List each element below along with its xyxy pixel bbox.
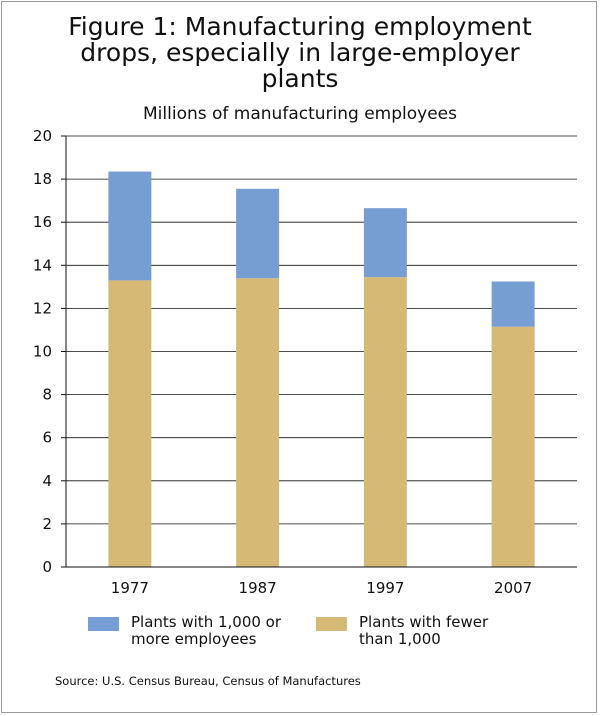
y-tick-label: 10 [33,343,52,361]
y-tick-label: 14 [33,256,52,274]
y-tick-label: 0 [42,558,52,576]
bar-1997-series-1 [363,208,407,278]
y-tick-label: 18 [33,170,52,188]
tick-labels: 0 2 4 6 8 10 12 14 16 18 20 1977 1987 1997 2007 [33,127,532,597]
y-tick-label: 8 [42,386,52,404]
y-tick-label: 4 [42,472,52,490]
x-tick-label: 1997 [366,579,404,597]
bar-1997-series-0 [363,277,407,567]
bar-2007-series-1 [491,281,535,327]
bar-2007-series-0 [491,326,535,567]
y-tick-label: 6 [42,429,52,447]
y-tick-label: 16 [33,213,52,231]
y-tick-label: 2 [42,515,52,533]
y-tick-label: 12 [33,299,52,317]
source-note: Source: U.S. Census Bureau, Census of Ma… [55,674,361,688]
chart-subtitle: Millions of manufacturing employees [143,104,457,124]
bars [108,171,535,567]
x-tick-label: 1977 [111,579,149,597]
y-tick-label: 20 [33,127,52,145]
bar-1977-series-1 [108,171,152,281]
chart-title: Figure 1: Manufacturing employment drops… [68,12,532,93]
x-tick-label: 1987 [239,579,277,597]
bar-1977-series-0 [108,280,152,567]
axes [61,135,577,568]
bar-1987-series-0 [236,278,280,567]
x-tick-label: 2007 [494,579,532,597]
bar-1987-series-1 [236,188,280,279]
